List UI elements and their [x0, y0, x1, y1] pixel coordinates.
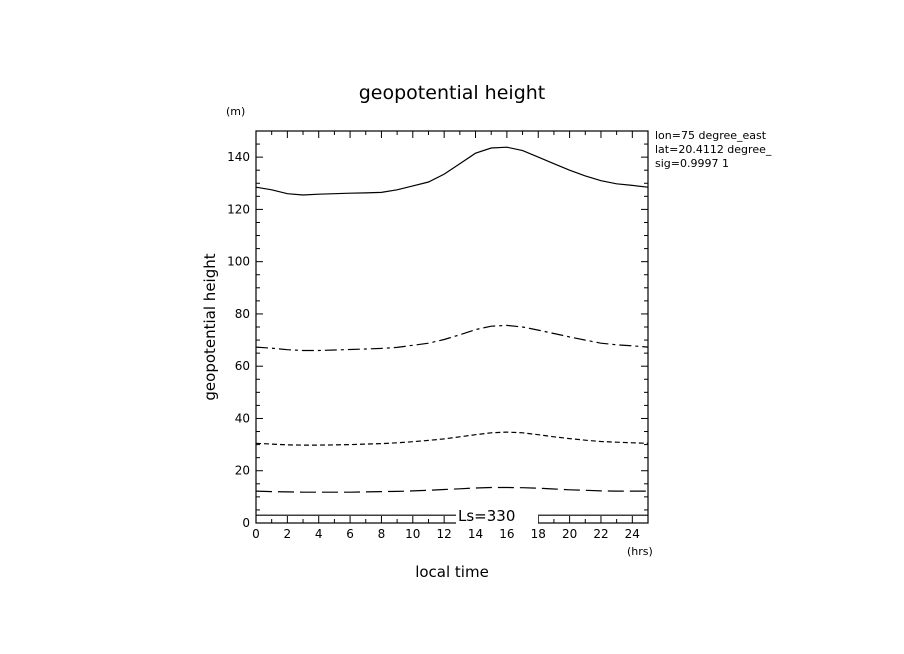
x-tick-label: 24	[625, 527, 640, 541]
x-tick-label: 10	[405, 527, 420, 541]
x-tick-label: 22	[593, 527, 608, 541]
x-tick-label: 18	[531, 527, 546, 541]
series-line-2	[255, 324, 649, 352]
series-line-4	[255, 486, 648, 493]
x-tick-label: 16	[499, 527, 514, 541]
info-line-lon: lon=75 degree_east	[655, 129, 767, 142]
x-tick-label: 14	[468, 527, 483, 541]
x-unit-label: (hrs)	[627, 545, 653, 558]
x-tick-label: 8	[378, 527, 386, 541]
y-unit-label: (m)	[226, 105, 245, 118]
y-tick-label: 100	[227, 255, 250, 269]
y-tick-label: 60	[235, 359, 250, 373]
info-line-lat: lat=20.4112 degree_	[655, 143, 772, 156]
y-tick-label: 20	[235, 464, 250, 478]
info-block: lon=75 degree_east lat=20.4112 degree_ s…	[655, 129, 772, 170]
x-tick-label: 2	[284, 527, 292, 541]
y-tick-label: 40	[235, 411, 250, 425]
annotation-background	[456, 506, 538, 526]
y-tick-label: 120	[227, 202, 250, 216]
info-line-sig: sig=0.9997 1	[655, 157, 729, 170]
x-tick-label: 6	[346, 527, 354, 541]
series-line-3	[255, 431, 649, 446]
plot-frame	[255, 130, 649, 524]
x-tick-label: 12	[437, 527, 452, 541]
x-tick-label: 0	[252, 527, 260, 541]
x-tick-label: 20	[562, 527, 577, 541]
y-axis-label: geopotential height	[201, 253, 219, 400]
axis-ticks	[255, 130, 649, 524]
y-tick-label: 80	[235, 307, 250, 321]
chart-title: geopotential height	[359, 82, 546, 104]
x-axis-label: local time	[415, 563, 489, 581]
ls-annotation: Ls=330	[458, 507, 515, 525]
series-line-1	[255, 146, 649, 196]
series-lines	[255, 146, 649, 516]
y-tick-label: 140	[227, 150, 250, 164]
x-tick-label: 4	[315, 527, 323, 541]
y-tick-label: 0	[242, 516, 250, 530]
